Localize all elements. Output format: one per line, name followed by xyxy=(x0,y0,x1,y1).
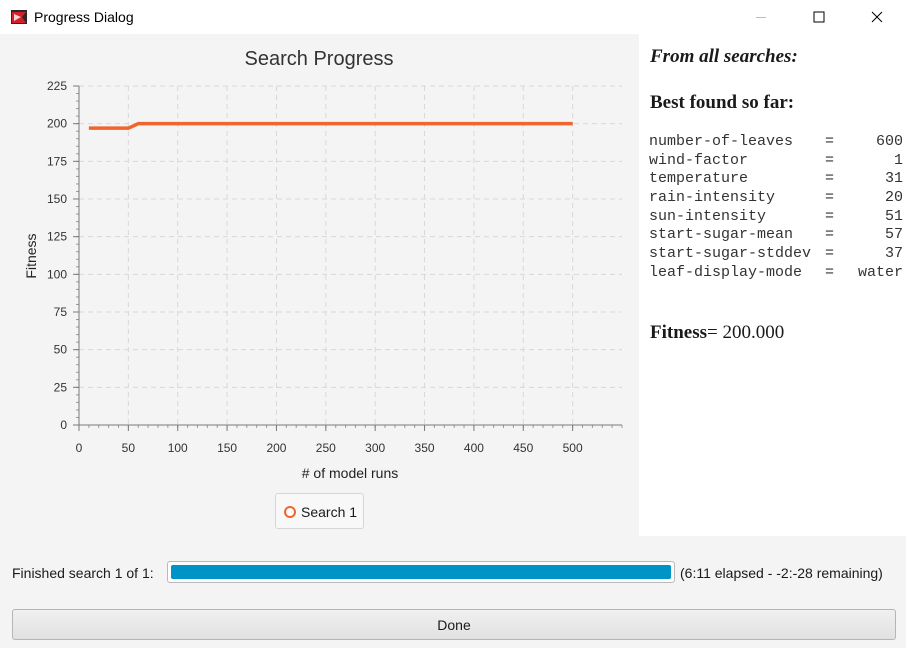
x-tick-label: 250 xyxy=(316,441,336,455)
title-bar: Progress Dialog xyxy=(0,0,906,34)
y-tick-label: 125 xyxy=(47,230,67,244)
all-searches-heading: From all searches: xyxy=(650,46,798,67)
fitness-result: Fitness= 200.000 xyxy=(650,322,784,344)
results-panel: From all searches: Best found so far: nu… xyxy=(639,34,906,536)
progress-bar xyxy=(167,561,675,583)
legend-marker-icon xyxy=(284,506,296,518)
x-tick-label: 450 xyxy=(513,441,533,455)
param-value: 57 xyxy=(884,226,903,244)
minimize-button[interactable] xyxy=(738,0,784,34)
series-line-search-1 xyxy=(88,121,573,130)
y-tick-label: 175 xyxy=(47,154,67,168)
y-tick-label: 100 xyxy=(47,267,67,281)
param-value: 51 xyxy=(884,207,903,225)
param-row: sun-intensity = 51 xyxy=(649,208,903,227)
param-row: leaf-display-mode = water xyxy=(649,264,903,283)
x-tick-label: 50 xyxy=(122,441,136,455)
param-row: start-sugar-stddev = 37 xyxy=(649,245,903,264)
window-title: Progress Dialog xyxy=(34,9,134,25)
best-found-heading: Best found so far: xyxy=(650,92,795,113)
chart-grid xyxy=(79,85,622,425)
chart-axes xyxy=(78,86,622,426)
fitness-label: Fitness xyxy=(650,322,707,343)
x-tick-label: 150 xyxy=(217,441,237,455)
param-value: 37 xyxy=(884,245,903,263)
param-name: rain-intensity xyxy=(649,189,776,207)
legend-item-search-1: Search 1 xyxy=(301,504,358,520)
progress-label: Finished search 1 of 1: xyxy=(12,565,154,581)
x-tick-label: 200 xyxy=(266,441,286,455)
param-row: number-of-leaves = 600 xyxy=(649,133,903,152)
param-value: 20 xyxy=(884,189,903,207)
close-icon xyxy=(871,11,883,23)
y-tick-label: 0 xyxy=(60,418,67,432)
param-row: start-sugar-mean = 57 xyxy=(649,226,903,245)
param-row: rain-intensity = 20 xyxy=(649,189,903,208)
y-axis-ticks: 0 25 50 75 100 125 150 175 200 225 xyxy=(47,79,79,432)
param-name: temperature xyxy=(649,170,749,188)
close-button[interactable] xyxy=(854,0,900,34)
chart-legend[interactable]: Search 1 xyxy=(275,493,364,529)
y-tick-label: 150 xyxy=(47,192,67,206)
y-tick-label: 225 xyxy=(47,79,67,93)
param-value: water xyxy=(857,263,903,281)
param-equals: = xyxy=(825,207,835,225)
param-name: start-sugar-stddev xyxy=(649,245,812,263)
param-equals: = xyxy=(825,263,835,281)
y-tick-label: 75 xyxy=(54,305,68,319)
done-button[interactable]: Done xyxy=(12,609,896,640)
param-name: number-of-leaves xyxy=(649,133,794,150)
y-axis-label: Fitness xyxy=(23,233,39,278)
fitness-value: = 200.000 xyxy=(707,322,785,343)
chart-minor-ticks xyxy=(76,85,623,428)
x-tick-label: 0 xyxy=(76,441,83,455)
param-name: wind-factor xyxy=(649,151,749,169)
param-equals: = xyxy=(825,133,835,150)
param-name: start-sugar-mean xyxy=(649,226,794,244)
param-name: sun-intensity xyxy=(649,207,767,225)
x-tick-label: 350 xyxy=(415,441,435,455)
chart-series xyxy=(88,121,573,130)
param-value: 600 xyxy=(875,133,903,150)
param-name: leaf-display-mode xyxy=(649,263,803,281)
x-axis-ticks: 0 50 100 150 200 250 300 350 400 450 500 xyxy=(76,425,583,455)
param-row: temperature = 31 xyxy=(649,170,903,189)
y-tick-label: 25 xyxy=(54,380,68,394)
param-equals: = xyxy=(825,170,835,188)
x-tick-label: 500 xyxy=(563,441,583,455)
progress-bar-fill xyxy=(171,565,671,579)
param-value: 1 xyxy=(893,151,903,169)
maximize-icon xyxy=(813,11,825,23)
param-value: 31 xyxy=(884,170,903,188)
x-tick-label: 300 xyxy=(365,441,385,455)
search-progress-chart: Search Progress 0 50 100 150 200 250 300 350 400… xyxy=(23,48,623,481)
y-tick-label: 50 xyxy=(54,343,68,357)
x-tick-label: 100 xyxy=(168,441,188,455)
maximize-button[interactable] xyxy=(796,0,842,34)
param-row: wind-factor = 1 xyxy=(649,152,903,171)
x-axis-label: # of model runs xyxy=(302,465,399,481)
param-equals: = xyxy=(825,189,835,207)
param-equals: = xyxy=(825,226,835,244)
app-logo-icon xyxy=(11,10,27,24)
param-equals: = xyxy=(825,151,835,169)
x-tick-label: 400 xyxy=(464,441,484,455)
y-tick-label: 200 xyxy=(47,117,67,131)
chart-panel: Search Progress 0 50 100 150 200 250 300 350 400… xyxy=(0,34,639,536)
minimize-icon xyxy=(756,17,766,18)
progress-status: (6:11 elapsed - -2:-28 remaining) xyxy=(680,565,883,581)
param-equals: = xyxy=(825,245,835,263)
chart-title: Search Progress xyxy=(245,48,394,70)
parameter-list: number-of-leaves = 600 wind-factor = 1 tempera… xyxy=(649,133,903,283)
